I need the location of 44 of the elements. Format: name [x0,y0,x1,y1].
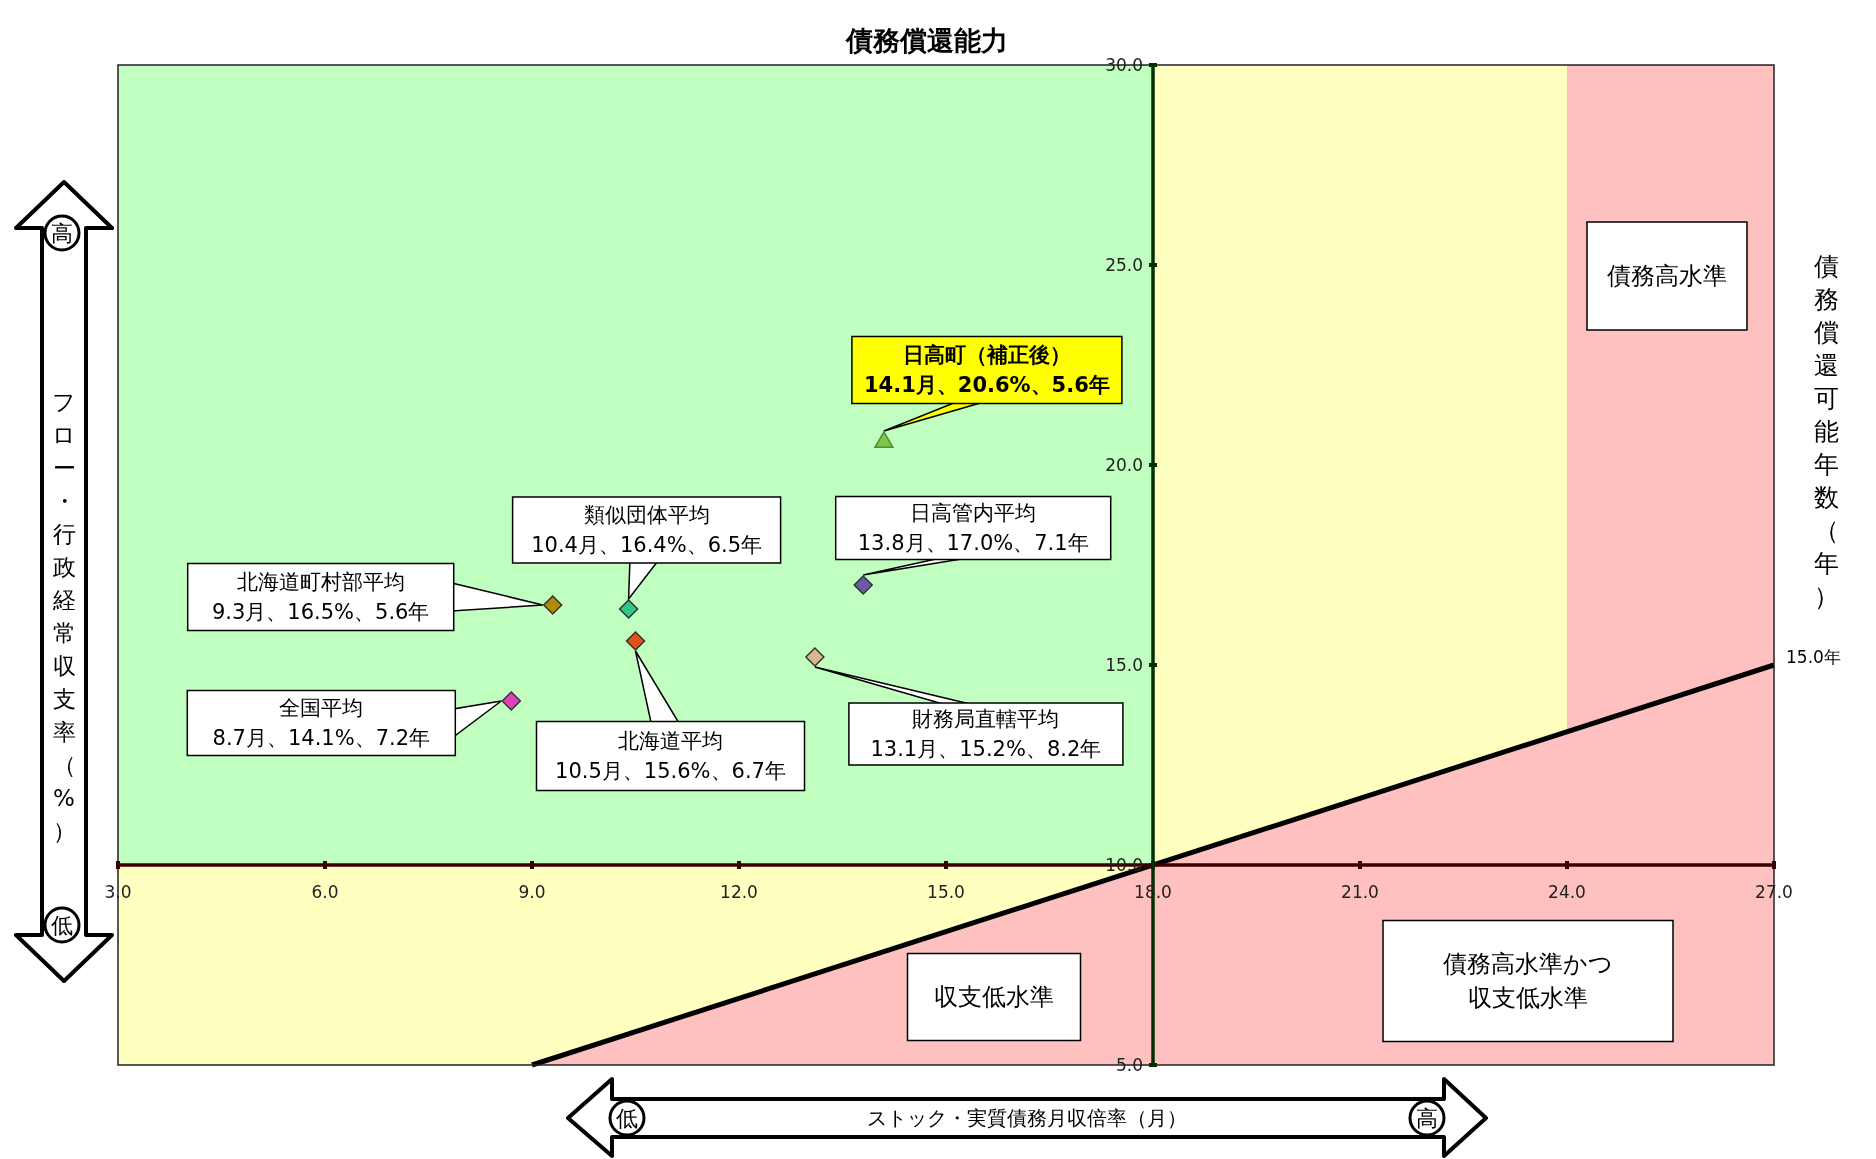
text: 債務償還可能年数（年） [1813,252,1839,611]
annotation: 10.4月、16.4%、6.5年 [531,533,763,557]
annotation: 北海道町村部平均 [236,570,405,594]
note-box: 債務高水準 [1586,221,1748,331]
annotation: 14.1月、20.6%、5.6年 [863,373,1110,397]
annotation: 収支低水準 [934,983,1054,1011]
point [501,691,522,711]
point [853,575,873,595]
annotation: 類似団体平均 [583,503,710,527]
annotation: 日高町（補正後） [902,343,1071,367]
x-tick-label: 9.0 [518,882,546,902]
chart-title: 債務償還能力 [845,24,1008,56]
y-tick-label: 20.0 [1105,455,1143,475]
point [542,595,563,615]
text: 高 [1416,1105,1438,1131]
annotation: 15.0年 [1786,647,1841,667]
annotation: 9.3月、16.5%、5.6年 [211,600,430,624]
annotation: 財務局直轄平均 [912,707,1060,731]
note-box: 債務高水準かつ収支低水準 [1382,919,1674,1043]
x-tick-label: 12.0 [720,882,758,902]
text: 低 [51,912,73,938]
annotation: 13.1月、15.2%、8.2年 [870,737,1102,761]
annotation: 10.5月、15.6%、6.7年 [555,759,786,783]
point [874,431,894,449]
x-tick-label: 6.0 [311,882,339,902]
y-tick-label: 25.0 [1105,255,1143,275]
text: フロー・行政経常収支率（%） [52,389,76,844]
annotation: 債務高水準かつ収支低水準 [1443,950,1613,1012]
point [625,631,646,651]
x-axis-title: ストック・実質債務月収倍率（月） [867,1106,1187,1130]
note-box: 収支低水準 [906,952,1082,1042]
x-tick-label: 21.0 [1341,882,1379,902]
annotation: 13.8月、17.0%、7.1年 [857,531,1089,555]
x-tick-label: 24.0 [1548,882,1586,902]
annotation: 北海道平均 [618,729,723,753]
annotation: 8.7月、14.1%、7.2年 [212,726,431,750]
point [618,599,639,619]
text: 低 [616,1105,638,1131]
annotation: 債務高水準 [1607,262,1727,290]
point [805,647,825,667]
annotation: 全国平均 [279,696,364,720]
text: 高 [51,220,73,246]
x-tick-label: 15.0 [927,882,965,902]
annotation: 日高管内平均 [910,501,1037,525]
